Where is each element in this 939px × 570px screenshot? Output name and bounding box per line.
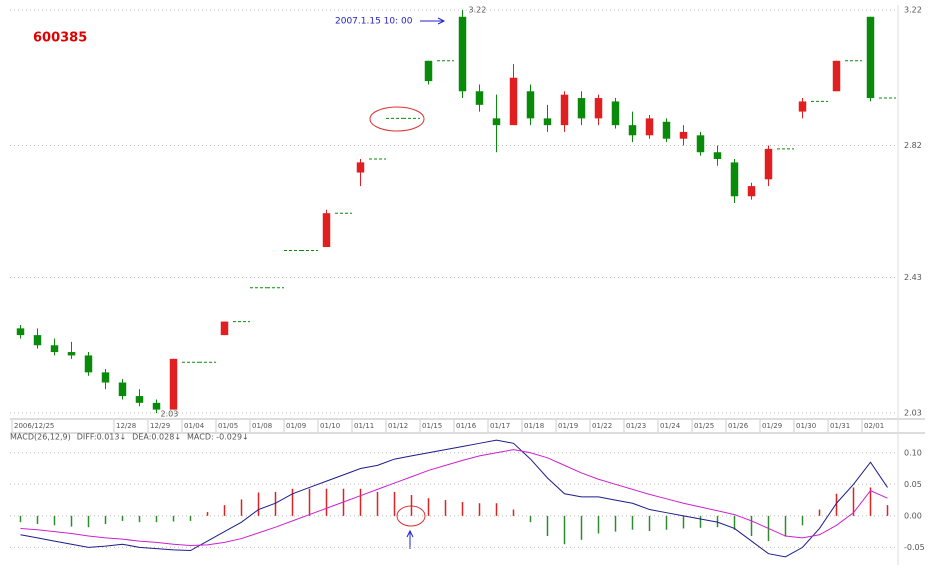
candle-body	[424, 60, 433, 82]
candle-body	[135, 396, 144, 403]
y-tick-label: -0.05	[904, 543, 925, 552]
candle-body	[84, 355, 93, 373]
max-label: 3.22	[469, 6, 487, 15]
legend-label: MACD: -0.029↓	[187, 433, 249, 442]
y-tick-label: 3.22	[904, 6, 922, 15]
candle-body	[696, 135, 705, 153]
y-tick-label: 0.10	[904, 448, 922, 457]
candle-body	[526, 91, 535, 119]
x-tick-label: 02/01	[864, 422, 884, 430]
candle-body	[169, 358, 178, 410]
x-tick-label: 01/29	[762, 422, 782, 430]
candle-body	[730, 162, 739, 197]
macd-line	[20, 439, 888, 558]
x-tick-label: 01/30	[796, 422, 816, 430]
legend-label: DIFF:0.013↓	[77, 433, 126, 442]
annotation-arrowhead	[437, 17, 446, 25]
candle-body	[322, 213, 331, 248]
candle-body	[560, 94, 569, 126]
candle-body	[611, 101, 620, 126]
x-tick-label: 01/11	[354, 422, 374, 430]
x-tick-label: 01/23	[626, 422, 646, 430]
x-tick-label: 01/19	[558, 422, 578, 430]
candle-body	[492, 118, 501, 126]
legend-label: DEA:0.028↓	[132, 433, 181, 442]
candle-body	[832, 60, 841, 92]
macd-title: MACD(26,12,9)	[10, 433, 71, 442]
candle-body	[866, 16, 875, 99]
candle-body	[50, 345, 59, 353]
candle-body	[152, 402, 161, 410]
x-tick-label: 12/29	[150, 422, 170, 430]
candle-body	[509, 77, 518, 126]
candle-body	[16, 328, 25, 336]
min-label: 2.03	[161, 410, 179, 419]
x-tick-label: 01/25	[694, 422, 714, 430]
candle-body	[118, 382, 127, 397]
x-tick-label: 01/05	[218, 422, 238, 430]
candle-body	[713, 152, 722, 160]
candle-body	[356, 162, 365, 173]
candle-body	[33, 335, 42, 346]
y-tick-label: 0.05	[904, 480, 922, 489]
candle-body	[220, 321, 229, 336]
candle-body	[747, 186, 756, 197]
candle-body	[764, 148, 773, 180]
y-tick-label: 2.03	[904, 409, 922, 418]
stock-code: 600385	[33, 31, 87, 46]
candle-body	[543, 118, 552, 126]
candle-body	[577, 98, 586, 119]
x-tick-label: 01/09	[286, 422, 306, 430]
candle-body	[798, 101, 807, 112]
x-tick-label: 01/10	[320, 422, 340, 430]
x-tick-label: 2006/12/25	[14, 422, 54, 430]
x-tick-label: 01/04	[184, 422, 205, 430]
signal-arrowhead	[406, 529, 414, 538]
y-tick-label: 0.00	[904, 511, 922, 520]
candle-body	[67, 352, 76, 356]
x-tick-label: 01/24	[660, 422, 681, 430]
y-tick-label: 2.82	[904, 141, 922, 150]
candle-body	[101, 372, 110, 383]
x-tick-label: 01/16	[456, 422, 477, 430]
macd-line	[20, 449, 888, 546]
y-tick-label: 2.43	[904, 273, 922, 282]
x-tick-label: 01/15	[422, 422, 442, 430]
candle-body	[645, 118, 654, 136]
x-tick-label: 01/08	[252, 422, 272, 430]
x-tick-label: 01/12	[388, 422, 408, 430]
x-tick-label: 01/31	[830, 422, 850, 430]
x-tick-label: 12/28	[116, 422, 136, 430]
highlight-ellipse	[369, 106, 425, 132]
peak-annotation: 2007.1.15 10: 00	[335, 17, 413, 27]
x-tick-label: 01/17	[490, 422, 510, 430]
candle-body	[679, 131, 688, 139]
candle-body	[662, 121, 671, 139]
candle-body	[594, 98, 603, 119]
x-tick-label: 01/26	[728, 422, 749, 430]
x-tick-label: 01/18	[524, 422, 544, 430]
candle-body	[458, 16, 467, 92]
x-tick-label: 01/22	[592, 422, 612, 430]
candle-body	[628, 125, 637, 136]
candle-body	[475, 91, 484, 105]
